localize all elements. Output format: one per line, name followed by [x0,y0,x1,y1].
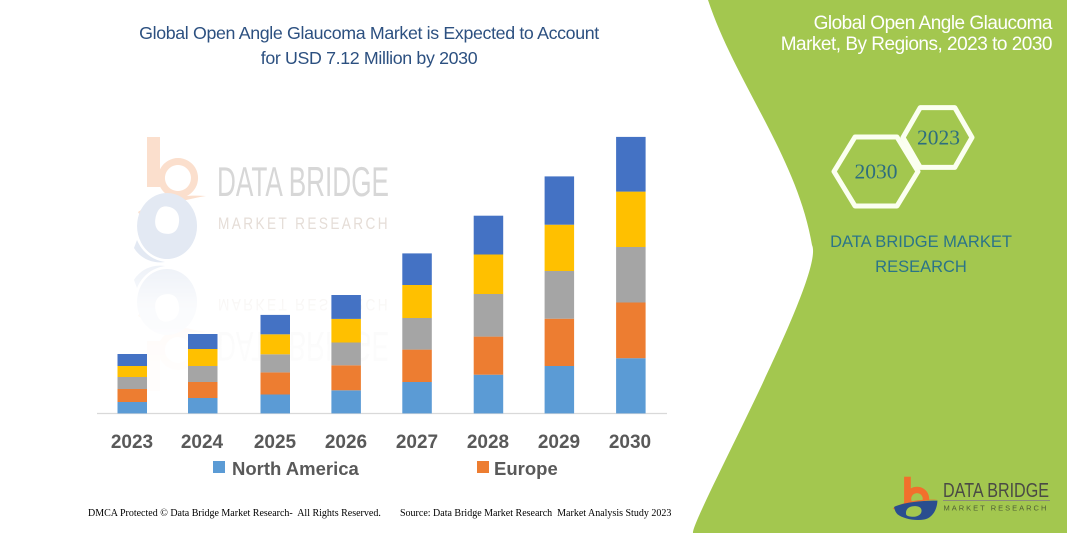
svg-text:MARKET RESEARCH: MARKET RESEARCH [218,214,390,233]
svg-text:2030: 2030 [855,160,898,184]
svg-text:MARKET RESEARCH: MARKET RESEARCH [944,504,1049,513]
svg-text:DATA BRIDGE: DATA BRIDGE [217,158,389,205]
svg-text:2023: 2023 [917,126,960,150]
svg-text:DATA BRIDGE: DATA BRIDGE [943,480,1049,502]
